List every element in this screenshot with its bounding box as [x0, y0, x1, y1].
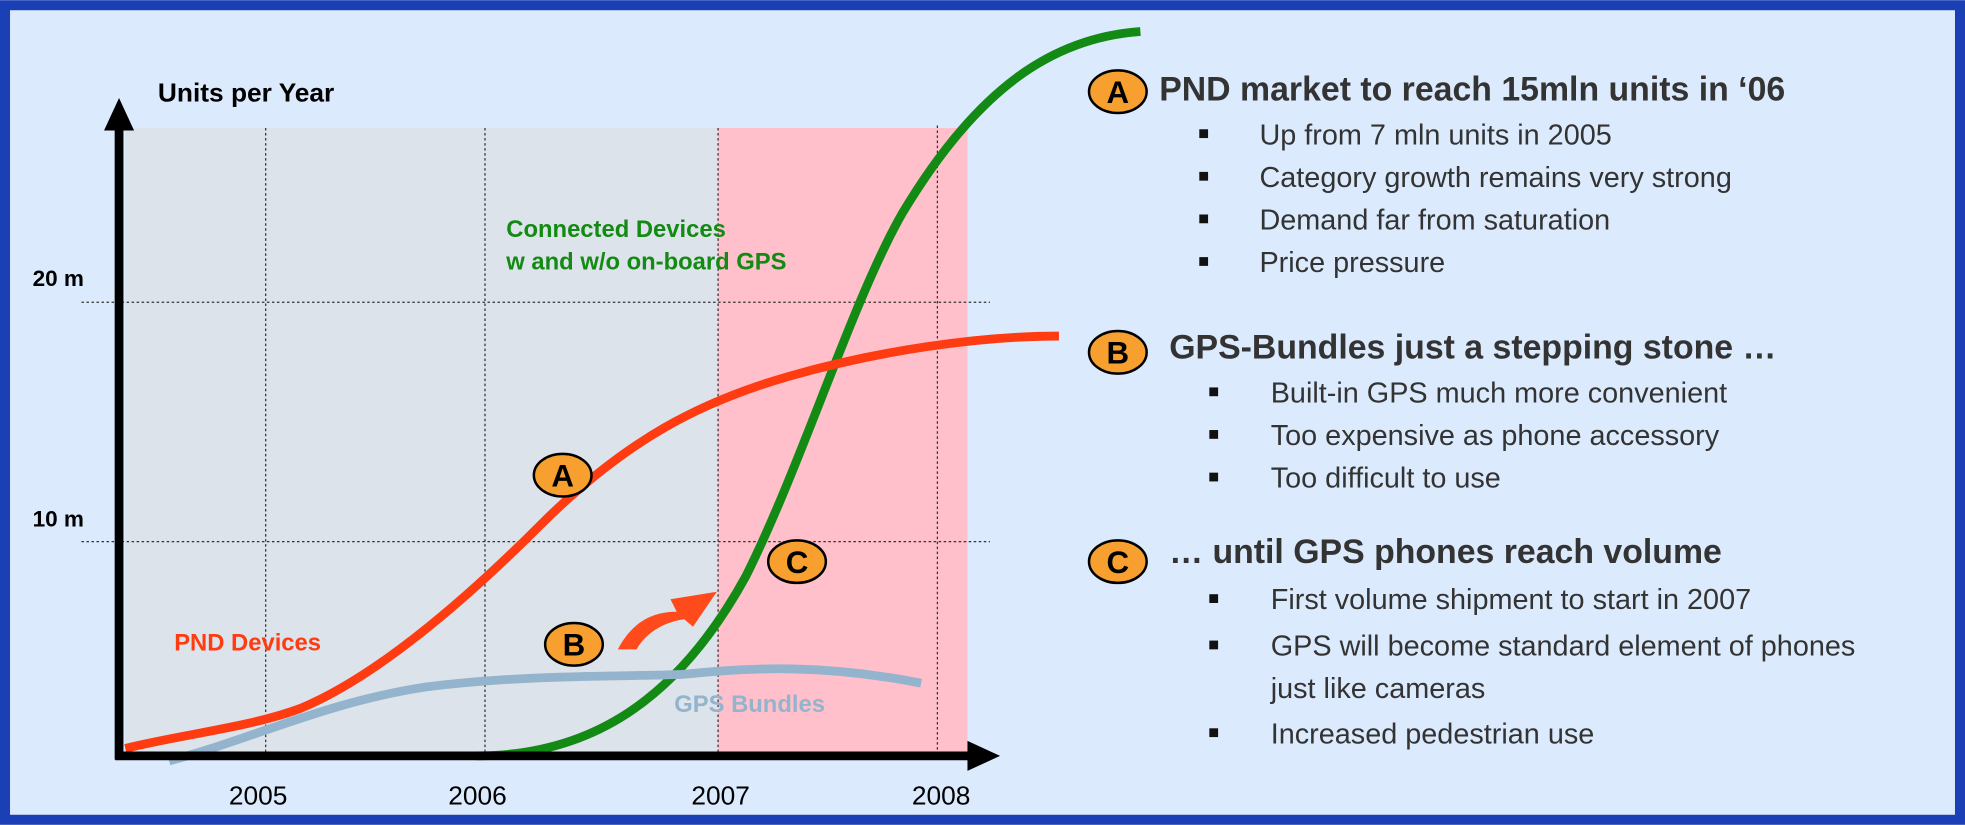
- y-tick-label: 20 m: [33, 266, 84, 291]
- marker-letter: B: [563, 628, 586, 663]
- connected-curve: [476, 27, 1141, 761]
- bullet-text: just like cameras: [1270, 673, 1486, 705]
- bullet-square: [1209, 728, 1219, 738]
- bullet-text: Too difficult to use: [1271, 463, 1501, 495]
- gps-bundles-curve: [168, 664, 922, 766]
- marker-badge: [1087, 539, 1148, 585]
- bullet-text: Too expensive as phone accessory: [1271, 420, 1720, 452]
- x-axis-arrow: [967, 740, 1001, 771]
- bullet-text: Category growth remains very strong: [1259, 162, 1731, 194]
- bullet-square: [1199, 129, 1209, 139]
- y-axis-label: Units per Year: [158, 78, 334, 108]
- chart-markers: A B C: [532, 452, 828, 667]
- bullet-text: Demand far from saturation: [1259, 205, 1610, 237]
- series-label: GPS Bundles: [674, 691, 825, 718]
- x-tick-label: 2006: [448, 781, 507, 811]
- bullet-square: [1209, 430, 1219, 439]
- marker-letter: A: [551, 458, 574, 493]
- grid: [81, 125, 991, 756]
- bullet-square: [1209, 387, 1219, 397]
- series-label: Connected Devices: [506, 216, 726, 243]
- bullet-square: [1199, 214, 1209, 224]
- pnd-curve: [124, 331, 1059, 753]
- section-title: … until GPS phones reach volume: [1169, 533, 1722, 571]
- bullet-square: [1199, 257, 1209, 266]
- marker-letter: C: [1107, 545, 1130, 580]
- x-tick-label: 2005: [229, 781, 288, 811]
- bullet-text: Increased pedestrian use: [1271, 718, 1595, 750]
- marker-badge: [532, 452, 593, 498]
- bullet-square: [1209, 472, 1219, 482]
- marker-badge: [1087, 69, 1148, 115]
- section-title: PND market to reach 15mln units in ‘06: [1159, 70, 1785, 108]
- marker-badge: [1087, 329, 1148, 375]
- y-axis-arrow: [104, 97, 135, 131]
- future-region: [718, 128, 968, 756]
- sections: A PND market to reach 15mln units in ‘06 U…: [1087, 69, 1856, 750]
- plot-region: [125, 128, 719, 756]
- series-label: w and w/o on-board GPS: [505, 249, 786, 276]
- bullet-text: Up from 7 mln units in 2005: [1259, 119, 1611, 151]
- bullet-text: Built-in GPS much more convenient: [1271, 377, 1727, 409]
- x-tick-label: 2008: [912, 781, 971, 811]
- bullet-square: [1209, 594, 1219, 603]
- marker-badge: [766, 539, 828, 585]
- x-tick-label: 2007: [691, 781, 750, 811]
- bullet-text: Price pressure: [1259, 247, 1445, 279]
- bullet-text: First volume shipment to start in 2007: [1271, 584, 1751, 616]
- bullet-square: [1209, 640, 1219, 650]
- growth-arrow: [617, 591, 717, 650]
- section-title: GPS-Bundles just a stepping stone …: [1169, 329, 1776, 367]
- marker-letter: A: [1107, 75, 1130, 110]
- series-label: PND Devices: [174, 630, 321, 657]
- y-tick-label: 10 m: [33, 507, 84, 532]
- marker-badge: [543, 621, 605, 667]
- bullet-text: GPS will become standard element of phon…: [1271, 631, 1856, 663]
- marker-letter: C: [786, 545, 809, 580]
- marker-letter: B: [1107, 336, 1130, 371]
- bullet-square: [1199, 171, 1209, 181]
